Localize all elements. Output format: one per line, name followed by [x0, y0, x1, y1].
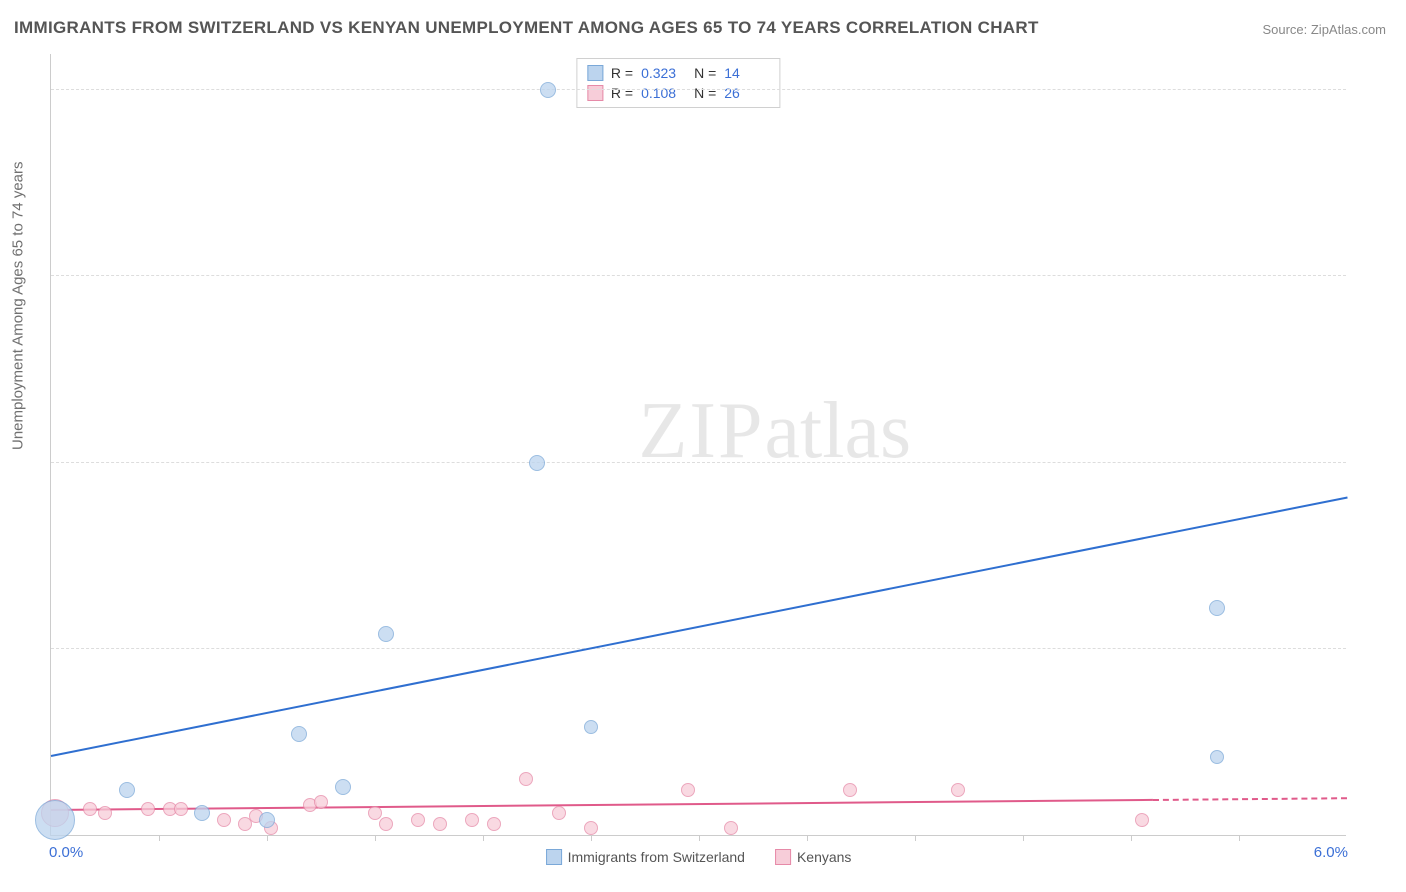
x-tick: [375, 835, 376, 841]
x-tick: [159, 835, 160, 841]
data-point: [724, 821, 738, 835]
swatch-a2-icon: [546, 849, 562, 865]
data-point: [335, 779, 351, 795]
data-point: [681, 783, 695, 797]
gridline: [51, 462, 1346, 463]
x-tick: [807, 835, 808, 841]
legend-item-a: Immigrants from Switzerland: [546, 849, 745, 865]
data-point: [259, 812, 275, 828]
data-point: [465, 813, 479, 827]
swatch-a-icon: [587, 65, 603, 81]
watermark: ZIPatlas: [639, 385, 912, 476]
swatch-b2-icon: [775, 849, 791, 865]
data-point: [35, 800, 75, 840]
swatch-b-icon: [587, 85, 603, 101]
x-tick: [699, 835, 700, 841]
data-point: [83, 802, 97, 816]
x-tick: [1239, 835, 1240, 841]
gridline: [51, 275, 1346, 276]
data-point: [378, 626, 394, 642]
x-tick: [1023, 835, 1024, 841]
data-point: [368, 806, 382, 820]
correlation-chart: IMMIGRANTS FROM SWITZERLAND VS KENYAN UN…: [0, 0, 1406, 892]
chart-title: IMMIGRANTS FROM SWITZERLAND VS KENYAN UN…: [14, 18, 1039, 38]
trend-line: [1153, 797, 1347, 801]
data-point: [843, 783, 857, 797]
gridline: [51, 648, 1346, 649]
data-point: [584, 821, 598, 835]
data-point: [540, 82, 556, 98]
plot-area: ZIPatlas R = 0.323 N = 14 R = 0.108 N = …: [50, 54, 1346, 836]
x-tick: [483, 835, 484, 841]
data-point: [584, 720, 598, 734]
correlation-legend: R = 0.323 N = 14 R = 0.108 N = 26: [576, 58, 780, 108]
data-point: [379, 817, 393, 831]
data-point: [291, 726, 307, 742]
gridline: [51, 89, 1346, 90]
data-point: [552, 806, 566, 820]
series-legend: Immigrants from Switzerland Kenyans: [546, 849, 852, 865]
data-point: [314, 795, 328, 809]
trend-line: [51, 799, 1153, 811]
data-point: [1135, 813, 1149, 827]
data-point: [519, 772, 533, 786]
x-tick: [1131, 835, 1132, 841]
x-max-label: 6.0%: [1314, 844, 1348, 861]
x-tick: [915, 835, 916, 841]
data-point: [98, 806, 112, 820]
data-point: [529, 455, 545, 471]
x-tick: [267, 835, 268, 841]
source-label: Source: ZipAtlas.com: [1262, 22, 1386, 37]
y-axis-label: Unemployment Among Ages 65 to 74 years: [10, 161, 27, 450]
data-point: [951, 783, 965, 797]
data-point: [141, 802, 155, 816]
data-point: [174, 802, 188, 816]
data-point: [433, 817, 447, 831]
data-point: [1210, 750, 1224, 764]
data-point: [1209, 600, 1225, 616]
data-point: [119, 782, 135, 798]
data-point: [487, 817, 501, 831]
legend-row-b: R = 0.108 N = 26: [587, 83, 769, 103]
legend-row-a: R = 0.323 N = 14: [587, 63, 769, 83]
x-min-label: 0.0%: [49, 844, 83, 861]
data-point: [194, 805, 210, 821]
data-point: [217, 813, 231, 827]
trend-line: [51, 496, 1347, 756]
legend-item-b: Kenyans: [775, 849, 851, 865]
data-point: [411, 813, 425, 827]
x-tick: [591, 835, 592, 841]
